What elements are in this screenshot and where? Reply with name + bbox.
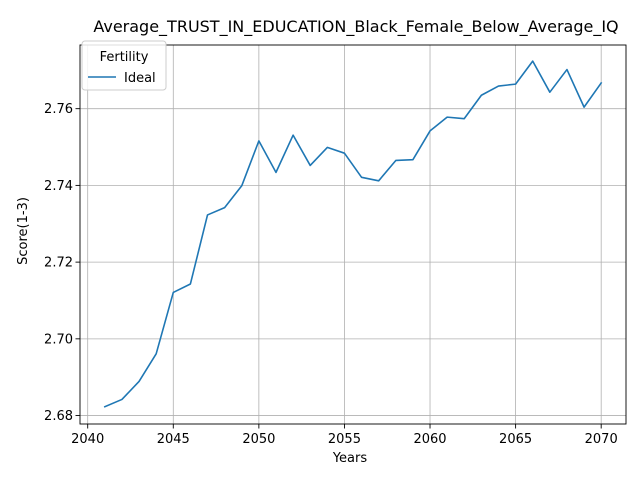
y-tick-label: 2.72 — [44, 256, 73, 271]
x-tick-label: 2065 — [499, 432, 532, 447]
y-axis: 2.68 2.70 2.72 2.74 2.76 — [44, 102, 80, 424]
x-tick-label: 2040 — [71, 432, 104, 447]
grid — [80, 45, 626, 424]
y-tick-label: 2.70 — [44, 332, 73, 347]
y-axis-label: Score(1-3) — [16, 197, 31, 265]
plot-area-frame — [79, 44, 627, 425]
x-tick-label: 2060 — [413, 432, 446, 447]
series-group — [103, 60, 603, 408]
x-tick-label: 2050 — [242, 432, 275, 447]
y-tick-label: 2.68 — [44, 409, 73, 424]
series-line-ideal — [103, 60, 603, 408]
chart-title: Average_TRUST_IN_EDUCATION_Black_Female_… — [93, 17, 618, 37]
x-axis: 2040 2045 2050 2055 2060 2065 2070 — [71, 424, 618, 447]
y-tick-label: 2.74 — [44, 179, 73, 194]
x-tick-label: 2045 — [157, 432, 190, 447]
y-tick-label: 2.76 — [44, 102, 73, 117]
x-tick-label: 2070 — [585, 432, 618, 447]
x-axis-label: Years — [332, 451, 368, 466]
legend: Fertility Ideal — [81, 40, 167, 91]
legend-label-ideal: Ideal — [124, 71, 156, 86]
x-tick-label: 2055 — [328, 432, 361, 447]
legend-title: Fertility — [100, 50, 149, 65]
